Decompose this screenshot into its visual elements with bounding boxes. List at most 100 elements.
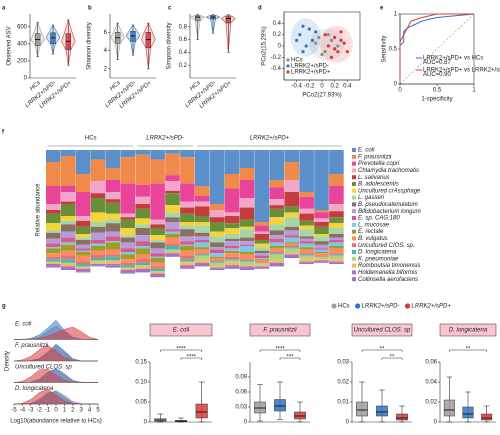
- bar-segment: [209, 231, 225, 237]
- bar-segment: [135, 150, 150, 155]
- bar-segment: [254, 260, 270, 262]
- ridge-label: D. longicatena: [15, 386, 54, 392]
- significance-label: ****: [176, 347, 186, 353]
- bar-segment: [60, 201, 76, 204]
- legend-auc: AUC=0.90: [423, 72, 452, 78]
- bar-segment: [329, 261, 344, 263]
- bar-segment: [120, 259, 136, 263]
- bar-segment: [269, 180, 285, 188]
- bar-segment: [284, 235, 299, 238]
- bar-segment: [75, 267, 91, 269]
- title-box: [351, 323, 413, 337]
- x-tick-label: -2: [37, 408, 43, 414]
- bar-segment: [75, 255, 91, 262]
- bar-segment: [269, 235, 285, 239]
- bar-segment: [195, 247, 210, 250]
- point: [345, 50, 349, 54]
- x-tick-label: 2: [71, 408, 75, 414]
- bar-segment: [165, 217, 180, 222]
- legend-swatch: [352, 256, 356, 261]
- bar-segment: [239, 241, 255, 245]
- bar-segment: [180, 241, 195, 245]
- y-tick-label: 0.04: [425, 380, 437, 386]
- bar-segment: [329, 217, 344, 224]
- legend-label: LRRK2+/sPD+ vs LRRK2+/sPD-: [423, 68, 500, 74]
- bar-segment: [329, 255, 344, 260]
- bar-segment: [75, 252, 91, 256]
- point: [329, 55, 334, 59]
- bar-segment: [165, 246, 180, 250]
- x-tick-label: 0.2: [330, 84, 339, 90]
- x-tick-label: 0: [54, 408, 58, 414]
- x-tick-label: -4: [20, 408, 26, 414]
- legend-label: B. vulgatus: [358, 236, 388, 242]
- bar-segment: [150, 262, 165, 267]
- bar-segment: [105, 213, 121, 220]
- bar-segment: [314, 222, 329, 227]
- bar-segment: [46, 204, 61, 210]
- bar-segment: [299, 249, 314, 254]
- group-label: LRRK2+/sPD-: [146, 136, 184, 142]
- bar-segment: [224, 223, 240, 228]
- bar-segment: [165, 229, 180, 232]
- y-tick-label: 0.2: [179, 63, 188, 69]
- bar-segment: [90, 243, 106, 246]
- bar-segment: [120, 267, 136, 269]
- bar-segment: [46, 264, 61, 267]
- x-tick-label: -0.4: [291, 84, 302, 90]
- y-tick-label: 0.02: [425, 400, 437, 406]
- bar-segment: [254, 231, 270, 234]
- bar-segment: [180, 259, 195, 262]
- bar-segment: [195, 232, 210, 237]
- box: [396, 413, 408, 421]
- bar-segment: [269, 208, 285, 218]
- bar-segment: [120, 252, 136, 255]
- legend-marker: [286, 58, 290, 62]
- bar-segment: [254, 262, 270, 266]
- bar-segment: [209, 262, 225, 267]
- legend-swatch: [352, 188, 356, 193]
- legend-swatch: [352, 148, 356, 152]
- bar-segment: [254, 253, 270, 256]
- bar-segment: [46, 223, 61, 231]
- bar-segment: [254, 259, 270, 261]
- bar-segment: [60, 244, 76, 251]
- bar-segment: [90, 198, 106, 213]
- bar-segment: [60, 267, 76, 270]
- bar-segment: [165, 190, 180, 194]
- bar-segment: [329, 174, 344, 186]
- bar-segment: [150, 224, 165, 228]
- point: [333, 35, 337, 40]
- title-box: [149, 323, 213, 337]
- roc-curve: [399, 13, 474, 84]
- bar-segment: [120, 217, 136, 220]
- bar-segment: [269, 260, 285, 263]
- box: [443, 399, 455, 417]
- bar-segment: [329, 204, 344, 212]
- bar-segment: [299, 150, 314, 192]
- box: [462, 406, 474, 419]
- y-axis-label: Simpson diversity: [167, 22, 173, 69]
- bar-segment: [75, 240, 91, 245]
- bar-segment: [239, 252, 255, 255]
- bar-segment: [46, 210, 61, 214]
- title-box: [439, 323, 497, 337]
- bar-segment: [105, 249, 121, 255]
- bar-segment: [135, 154, 150, 185]
- x-tick-label: 3: [80, 408, 84, 414]
- bar-segment: [60, 192, 76, 202]
- point: [314, 41, 318, 45]
- point: [317, 35, 321, 40]
- bar-segment: [165, 181, 180, 191]
- bar-segment: [135, 228, 150, 236]
- significance-label: ***: [286, 355, 294, 361]
- bar-segment: [120, 237, 136, 243]
- ridge-label: F. prausnitzii: [15, 343, 49, 349]
- legend-swatch: [352, 270, 356, 275]
- bar-segment: [75, 268, 91, 272]
- bar-segment: [75, 150, 91, 174]
- bar-segment: [209, 261, 225, 263]
- bar-segment: [254, 243, 270, 248]
- bar-segment: [329, 254, 344, 256]
- point: [301, 50, 305, 54]
